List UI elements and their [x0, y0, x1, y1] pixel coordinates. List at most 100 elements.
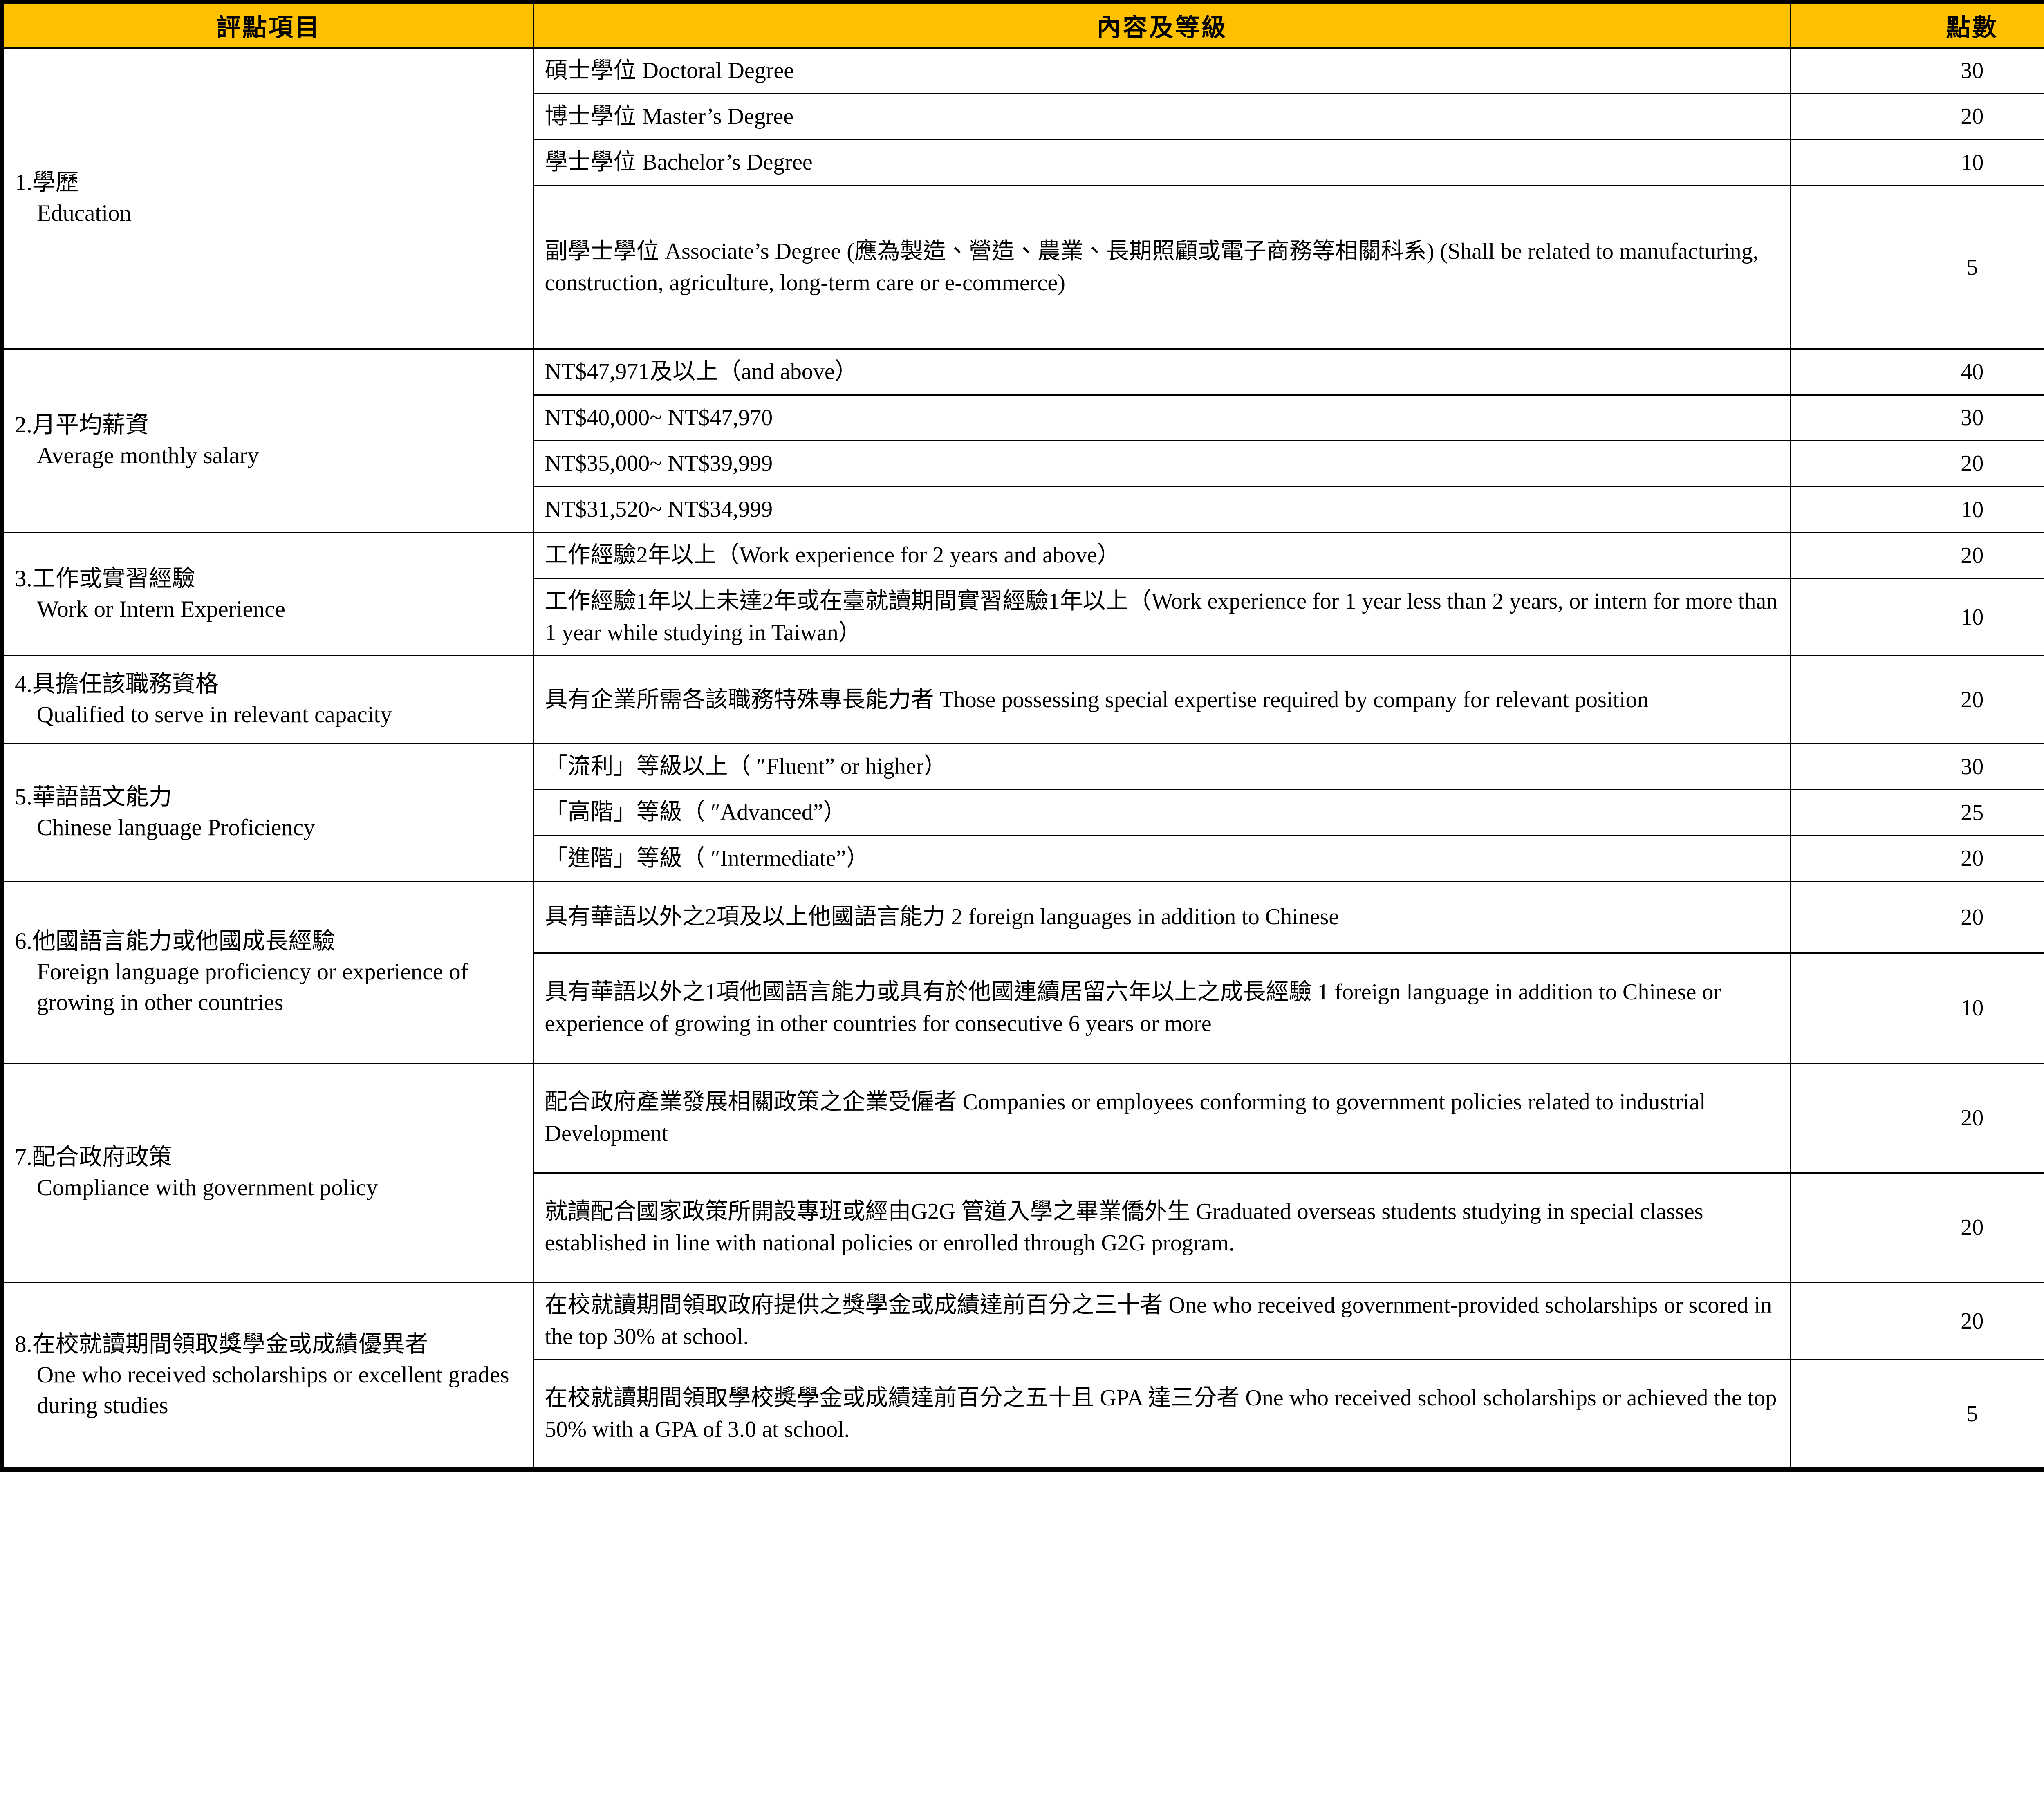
- column-header-detail: 內容及等級: [533, 2, 1791, 49]
- detail-text: 學士學位 Bachelor’s Degree: [545, 150, 813, 175]
- criterion-item-compliance-government-policy: 7.配合政府政策 Compliance with government poli…: [1, 1062, 534, 1283]
- criterion-detail: NT$40,000~ NT$47,970: [533, 394, 1791, 441]
- criterion-points: 10: [1790, 139, 2044, 186]
- criterion-points: 30: [1790, 743, 2044, 791]
- criterion-points: 20: [1790, 1282, 2044, 1361]
- criterion-item-education: 1.學歷 Education: [1, 47, 534, 350]
- criterion-detail: 學士學位 Bachelor’s Degree: [533, 139, 1791, 186]
- detail-text: 具有華語以外之2項及以上他國語言能力 2 foreign languages i…: [545, 904, 1339, 930]
- criterion-detail: 碩士學位 Doctoral Degree: [533, 47, 1791, 94]
- detail-text: 「流利」等級以上（ ″Fluent” or higher）: [545, 754, 947, 780]
- criterion-label-en: One who received scholarships or excelle…: [37, 1362, 515, 1418]
- table-row: 具有華語以外之1項他國語言能力或具有於他國連續居留六年以上之成長經驗 1 for…: [2, 952, 2044, 1064]
- table-row: 2.月平均薪資 Average monthly salary NT$47,971…: [1, 348, 2044, 533]
- detail-text: 在校就讀期間領取學校獎學金或成績達前百分之五十且 GPA 達三分者 One wh…: [545, 1385, 1777, 1443]
- table-row: 博士學位 Master’s Degree 20: [2, 93, 2044, 141]
- detail-text: 「進階」等級（ ″Intermediate”）: [545, 845, 869, 871]
- table-header-row: 評點項目 內容及等級 點數: [1, 2, 2044, 49]
- detail-text: NT$31,520~ NT$34,999: [545, 497, 773, 522]
- detail-text: 碩士學位 Doctoral Degree: [545, 58, 794, 83]
- criterion-points: 20: [1790, 1172, 2044, 1283]
- column-header-item: 評點項目: [1, 2, 534, 49]
- criterion-detail: 「進階」等級（ ″Intermediate”）: [533, 835, 1791, 882]
- criterion-label-en: Foreign language proficiency or experien…: [37, 959, 474, 1016]
- criterion-detail: 就讀配合國家政策所開設專班或經由G2G 管道入學之畢業僑外生 Graduated…: [533, 1172, 1791, 1283]
- score-criteria-table: 評點項目 內容及等級 點數 1.學歷 Education 碩士學位 Doctor…: [0, 0, 2044, 1472]
- criterion-points: 20: [1790, 1062, 2044, 1174]
- detail-text: 配合政府產業發展相關政策之企業受僱者 Companies or employee…: [545, 1089, 1706, 1147]
- criterion-points: 5: [1790, 185, 2044, 350]
- detail-text: 在校就讀期間領取政府提供之獎學金或成績達前百分之三十者 One who rece…: [545, 1292, 1772, 1350]
- criterion-points: 5: [1790, 1359, 2044, 1470]
- detail-text: 工作經驗2年以上（Work experience for 2 years and…: [545, 542, 1121, 568]
- criterion-label-en: Chinese language Proficiency: [37, 814, 315, 840]
- detail-text: NT$35,000~ NT$39,999: [545, 450, 773, 476]
- criterion-detail: NT$35,000~ NT$39,999: [533, 440, 1791, 488]
- detail-text: 工作經驗1年以上未達2年或在臺就讀期間實習經驗1年以上（Work experie…: [545, 588, 1778, 645]
- criterion-item-chinese-language-proficiency: 5.華語語文能力 Chinese language Proficiency: [1, 743, 534, 882]
- criterion-detail: 具有企業所需各該職務特殊專長能力者 Those possessing speci…: [533, 655, 1791, 745]
- criterion-points: 20: [1790, 835, 2044, 882]
- criterion-label-zh: 3.工作或實習經驗: [15, 565, 195, 591]
- criterion-points: 10: [1790, 952, 2044, 1064]
- detail-text: 就讀配合國家政策所開設專班或經由G2G 管道入學之畢業僑外生 Graduated…: [545, 1199, 1703, 1256]
- criterion-detail: 「流利」等級以上（ ″Fluent” or higher）: [533, 743, 1791, 791]
- criterion-label-zh: 7.配合政府政策: [15, 1144, 172, 1170]
- criterion-points: 30: [1790, 394, 2044, 441]
- detail-text: 具有華語以外之1項他國語言能力或具有於他國連續居留六年以上之成長經驗 1 for…: [545, 979, 1721, 1037]
- criterion-item-scholarships-excellent-grades: 8.在校就讀期間領取獎學金或成績優異者 One who received sch…: [1, 1282, 534, 1470]
- detail-text: 具有企業所需各該職務特殊專長能力者 Those possessing speci…: [545, 687, 1649, 712]
- criterion-detail: 在校就讀期間領取政府提供之獎學金或成績達前百分之三十者 One who rece…: [533, 1282, 1791, 1361]
- criterion-label-zh: 1.學歷: [15, 170, 79, 196]
- criterion-points: 10: [1790, 486, 2044, 533]
- table-row: 在校就讀期間領取學校獎學金或成績達前百分之五十且 GPA 達三分者 One wh…: [2, 1359, 2044, 1470]
- criterion-label-en: Work or Intern Experience: [37, 596, 285, 622]
- criterion-label-en: Average monthly salary: [37, 443, 259, 469]
- table-row: 學士學位 Bachelor’s Degree 10: [2, 139, 2044, 186]
- criterion-item-average-monthly-salary: 2.月平均薪資 Average monthly salary: [1, 348, 534, 533]
- criterion-points: 20: [1790, 93, 2044, 141]
- table-row: NT$31,520~ NT$34,999 10: [2, 486, 2044, 533]
- criterion-item-qualified-relevant-capacity: 4.具擔任該職務資格 Qualified to serve in relevan…: [1, 655, 534, 745]
- criterion-detail: 「高階」等級（ ″Advanced”）: [533, 789, 1791, 836]
- detail-text: NT$47,971及以上（and above）: [545, 359, 858, 385]
- detail-text: 副學士學位 Associate’s Degree (應為製造、營造、農業、長期照…: [545, 238, 1759, 296]
- table-row: 5.華語語文能力 Chinese language Proficiency 「流…: [1, 743, 2044, 882]
- table-row: 3.工作或實習經驗 Work or Intern Experience 工作經驗…: [1, 532, 2044, 657]
- criterion-label-zh: 6.他國語言能力或他國成長經驗: [15, 928, 335, 954]
- criterion-detail: 副學士學位 Associate’s Degree (應為製造、營造、農業、長期照…: [533, 185, 1791, 350]
- criterion-points: 40: [1790, 348, 2044, 396]
- table-row: 副學士學位 Associate’s Degree (應為製造、營造、農業、長期照…: [2, 185, 2044, 350]
- table-row: 7.配合政府政策 Compliance with government poli…: [1, 1062, 2044, 1283]
- criterion-detail: 具有華語以外之1項他國語言能力或具有於他國連續居留六年以上之成長經驗 1 for…: [533, 952, 1791, 1064]
- criterion-detail: NT$31,520~ NT$34,999: [533, 486, 1791, 533]
- table-row: 「進階」等級（ ″Intermediate”） 20: [2, 835, 2044, 882]
- criterion-points: 25: [1790, 789, 2044, 836]
- table-row: 4.具擔任該職務資格 Qualified to serve in relevan…: [1, 655, 2044, 745]
- criterion-points: 20: [1790, 532, 2044, 579]
- criterion-detail: 工作經驗1年以上未達2年或在臺就讀期間實習經驗1年以上（Work experie…: [533, 578, 1791, 657]
- column-header-points: 點數: [1790, 2, 2044, 49]
- criterion-points: 20: [1790, 655, 2044, 745]
- table-row: 1.學歷 Education 碩士學位 Doctoral Degree 30: [1, 47, 2044, 350]
- criterion-points: 20: [1790, 440, 2044, 488]
- criterion-label-zh: 8.在校就讀期間領取獎學金或成績優異者: [15, 1331, 428, 1357]
- table-row: 6.他國語言能力或他國成長經驗 Foreign language profici…: [1, 880, 2044, 1064]
- criterion-points: 20: [1790, 880, 2044, 954]
- criterion-item-foreign-language-proficiency: 6.他國語言能力或他國成長經驗 Foreign language profici…: [1, 880, 534, 1064]
- criterion-label-zh: 2.月平均薪資: [15, 412, 149, 438]
- criterion-detail: 具有華語以外之2項及以上他國語言能力 2 foreign languages i…: [533, 880, 1791, 954]
- criterion-label-zh: 5.華語語文能力: [15, 784, 172, 810]
- criterion-points: 10: [1790, 578, 2044, 657]
- criterion-label-en: Compliance with government policy: [37, 1175, 378, 1201]
- detail-text: NT$40,000~ NT$47,970: [545, 405, 773, 430]
- table-row: 8.在校就讀期間領取獎學金或成績優異者 One who received sch…: [1, 1282, 2044, 1470]
- criterion-detail: NT$47,971及以上（and above）: [533, 348, 1791, 396]
- criterion-label-en: Qualified to serve in relevant capacity: [37, 702, 392, 728]
- criterion-label-en: Education: [37, 200, 132, 226]
- table-body: 1.學歷 Education 碩士學位 Doctoral Degree 30 博…: [1, 47, 2044, 1470]
- criterion-points: 30: [1790, 47, 2044, 94]
- criterion-label-zh: 4.具擔任該職務資格: [15, 671, 219, 697]
- detail-text: 「高階」等級（ ″Advanced”）: [545, 800, 846, 825]
